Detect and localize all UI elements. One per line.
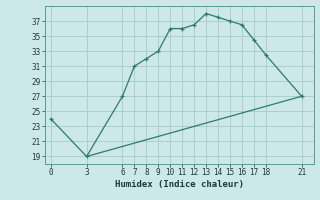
X-axis label: Humidex (Indice chaleur): Humidex (Indice chaleur) (115, 180, 244, 189)
